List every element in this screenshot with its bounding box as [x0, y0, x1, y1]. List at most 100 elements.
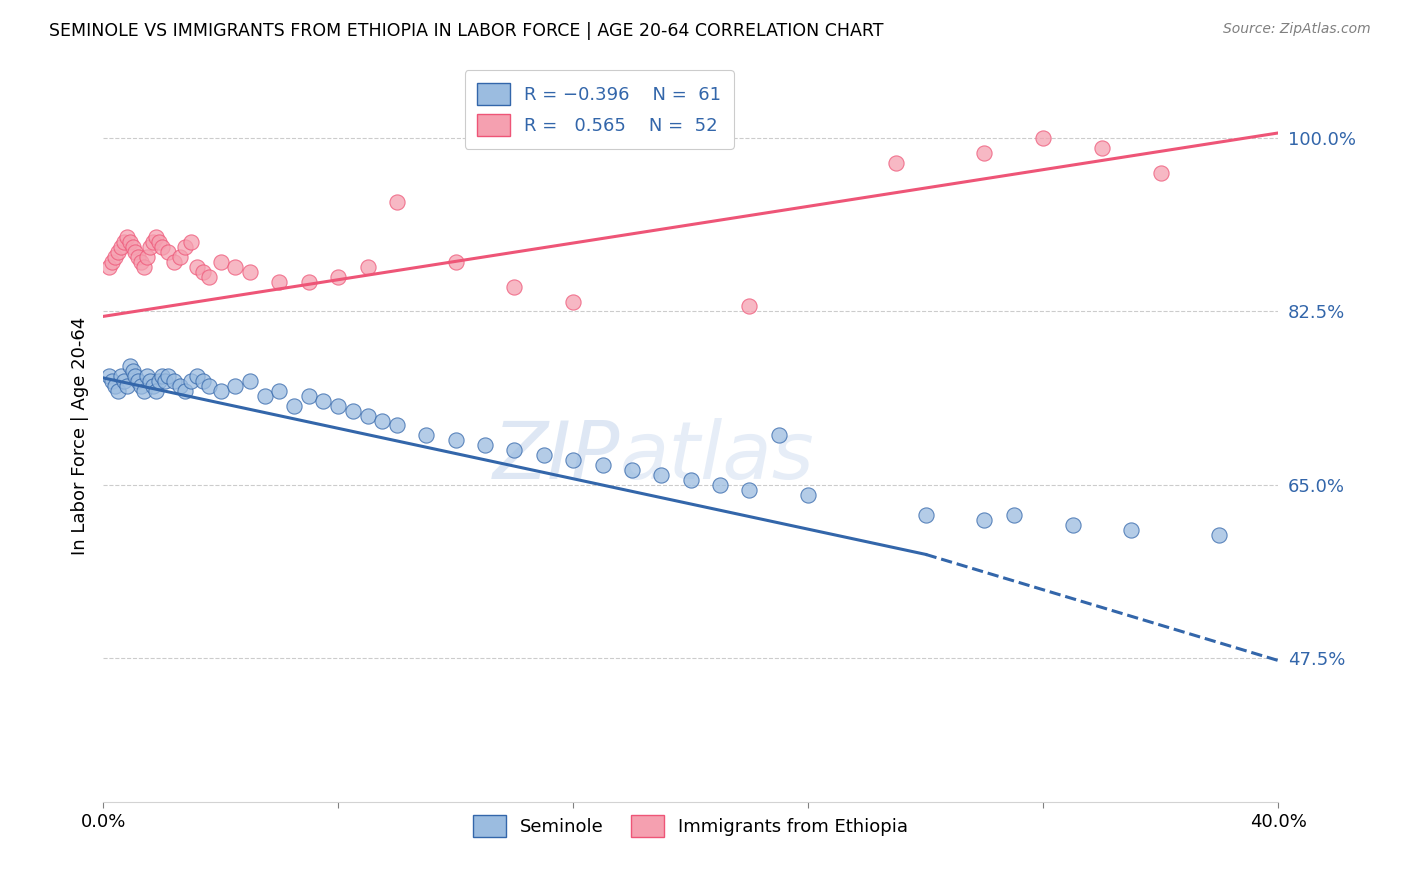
Point	[973, 513, 995, 527]
Point	[118, 359, 141, 373]
Point	[650, 468, 672, 483]
Point	[474, 438, 496, 452]
Point	[134, 384, 156, 398]
Point	[186, 260, 208, 274]
Point	[112, 235, 135, 249]
Point	[107, 244, 129, 259]
Point	[153, 374, 176, 388]
Point	[162, 374, 184, 388]
Point	[198, 269, 221, 284]
Point	[150, 368, 173, 383]
Point	[620, 463, 643, 477]
Point	[342, 403, 364, 417]
Point	[98, 260, 121, 274]
Point	[156, 244, 179, 259]
Point	[169, 379, 191, 393]
Point	[139, 374, 162, 388]
Point	[110, 240, 132, 254]
Point	[253, 389, 276, 403]
Point	[503, 279, 526, 293]
Point	[679, 473, 702, 487]
Point	[385, 195, 408, 210]
Point	[224, 379, 246, 393]
Point	[768, 428, 790, 442]
Point	[1149, 166, 1171, 180]
Point	[1091, 141, 1114, 155]
Point	[356, 260, 378, 274]
Point	[533, 448, 555, 462]
Point	[180, 235, 202, 249]
Point	[1002, 508, 1025, 522]
Point	[104, 379, 127, 393]
Point	[592, 458, 614, 472]
Point	[115, 379, 138, 393]
Text: SEMINOLE VS IMMIGRANTS FROM ETHIOPIA IN LABOR FORCE | AGE 20-64 CORRELATION CHAR: SEMINOLE VS IMMIGRANTS FROM ETHIOPIA IN …	[49, 22, 884, 40]
Point	[385, 418, 408, 433]
Text: Source: ZipAtlas.com: Source: ZipAtlas.com	[1223, 22, 1371, 37]
Point	[209, 255, 232, 269]
Point	[444, 255, 467, 269]
Point	[326, 269, 349, 284]
Point	[973, 145, 995, 160]
Point	[239, 374, 262, 388]
Point	[112, 374, 135, 388]
Point	[174, 384, 197, 398]
Point	[298, 275, 321, 289]
Point	[124, 244, 146, 259]
Point	[121, 364, 143, 378]
Text: atlas: atlas	[620, 418, 815, 497]
Point	[124, 368, 146, 383]
Point	[444, 434, 467, 448]
Point	[180, 374, 202, 388]
Point	[186, 368, 208, 383]
Point	[326, 399, 349, 413]
Point	[134, 260, 156, 274]
Point	[415, 428, 437, 442]
Point	[131, 379, 153, 393]
Point	[738, 483, 761, 497]
Point	[174, 240, 197, 254]
Point	[142, 379, 165, 393]
Point	[371, 413, 394, 427]
Point	[118, 235, 141, 249]
Legend: Seminole, Immigrants from Ethiopia: Seminole, Immigrants from Ethiopia	[465, 808, 915, 845]
Point	[562, 453, 585, 467]
Point	[738, 300, 761, 314]
Point	[127, 374, 149, 388]
Point	[104, 250, 127, 264]
Y-axis label: In Labor Force | Age 20-64: In Labor Force | Age 20-64	[72, 317, 89, 555]
Point	[191, 265, 214, 279]
Point	[269, 275, 291, 289]
Point	[503, 443, 526, 458]
Point	[1121, 523, 1143, 537]
Point	[145, 230, 167, 244]
Point	[98, 368, 121, 383]
Point	[136, 368, 159, 383]
Point	[298, 389, 321, 403]
Point	[148, 235, 170, 249]
Point	[1032, 131, 1054, 145]
Point	[1062, 517, 1084, 532]
Point	[312, 393, 335, 408]
Point	[562, 294, 585, 309]
Point	[162, 255, 184, 269]
Point	[709, 478, 731, 492]
Point	[110, 368, 132, 383]
Point	[150, 240, 173, 254]
Point	[356, 409, 378, 423]
Point	[269, 384, 291, 398]
Point	[169, 250, 191, 264]
Point	[156, 368, 179, 383]
Point	[209, 384, 232, 398]
Point	[101, 255, 124, 269]
Point	[283, 399, 305, 413]
Point	[1208, 527, 1230, 541]
Text: ZIP: ZIP	[492, 418, 620, 497]
Point	[797, 488, 820, 502]
Point	[191, 374, 214, 388]
Point	[198, 379, 221, 393]
Point	[142, 235, 165, 249]
Point	[148, 374, 170, 388]
Point	[884, 155, 907, 169]
Point	[115, 230, 138, 244]
